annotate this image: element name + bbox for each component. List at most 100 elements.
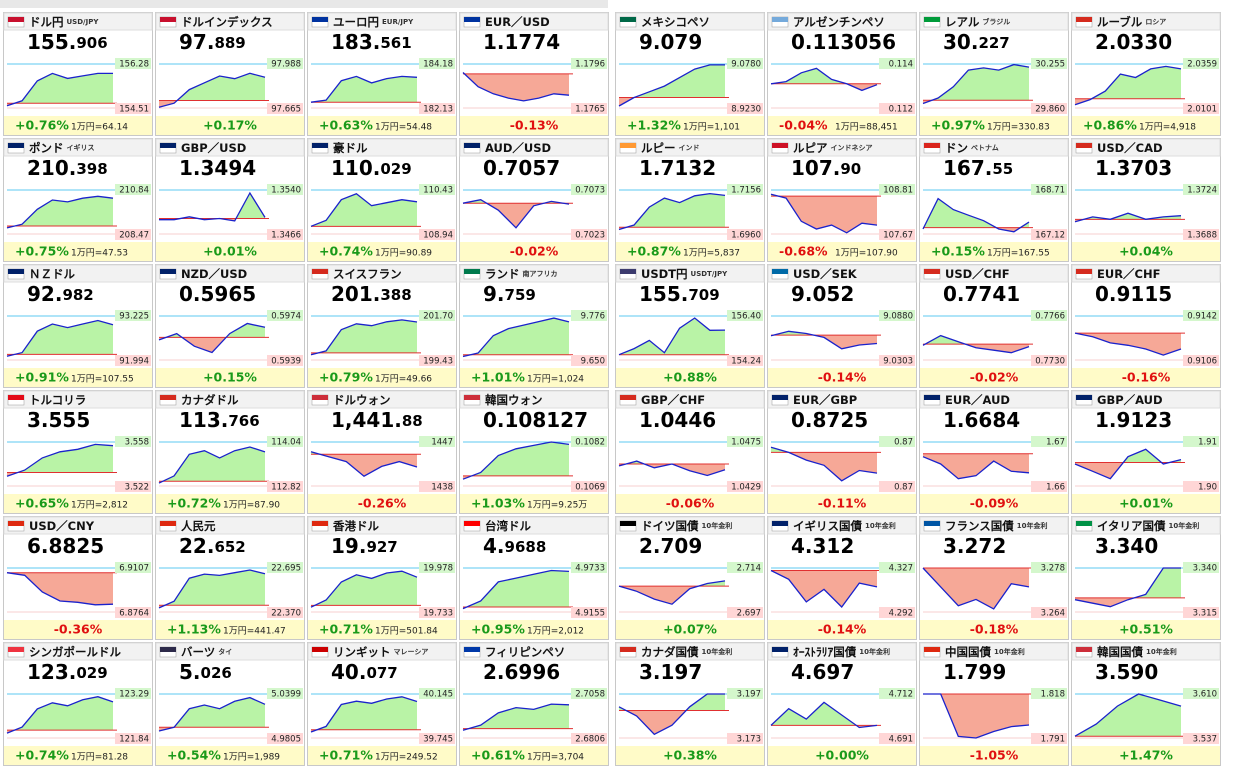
price-main: 1,441. [331, 408, 402, 432]
high-label-bg [1183, 688, 1219, 699]
yen-note: 1万円=1,101 [683, 122, 740, 133]
tile-header [767, 390, 917, 409]
change: +0.95% [471, 622, 525, 637]
footer [460, 368, 608, 387]
quote-name: GBP／AUD [1097, 393, 1163, 407]
low-label: 1.90 [1198, 483, 1217, 493]
footer [308, 620, 456, 639]
footer [156, 494, 304, 513]
change: -0.02% [510, 244, 559, 259]
price: 22.652 [179, 534, 246, 558]
price-main: 4.312 [791, 534, 854, 558]
price: 19.927 [331, 534, 398, 558]
low-label: 22.370 [271, 609, 301, 619]
change: +0.38% [663, 748, 717, 763]
low-label: 0.112 [889, 105, 913, 115]
high-label: 3.278 [1041, 564, 1065, 574]
low-label-bg [571, 229, 607, 240]
flag-color [924, 647, 940, 652]
high-label-bg [1031, 562, 1067, 573]
high-label-bg [115, 436, 151, 447]
low-label: 1438 [431, 483, 453, 493]
high-label: 1.3540 [271, 186, 301, 196]
change: +0.54% [167, 748, 221, 763]
high-label-bg [419, 436, 455, 447]
quote-name-text: ｵｰｽﾄﾗﾘｱ国債 [793, 645, 857, 659]
low-label-bg [1031, 607, 1067, 618]
tile-header [3, 138, 153, 157]
change: +0.86% [1083, 118, 1137, 133]
low-label-bg [571, 733, 607, 744]
price-line [6, 72, 113, 107]
price-main: 3.272 [943, 534, 1006, 558]
flag-color [312, 269, 328, 274]
change: -0.16% [1122, 370, 1171, 385]
quote-name-text: 韓国ウォン [485, 393, 543, 407]
quote-name: AUD／USD [485, 141, 551, 155]
high-label-bg [267, 310, 303, 321]
price-line [462, 441, 570, 480]
high-label: 108.81 [883, 186, 913, 196]
footer [156, 620, 304, 639]
footer [768, 620, 916, 639]
flag-color [772, 647, 788, 652]
high-label-bg [879, 58, 915, 69]
change: +0.17% [203, 118, 257, 133]
low-label: 9.650 [581, 357, 605, 367]
quote-name: 韓国ウォン [485, 393, 543, 407]
price: 113.766 [179, 408, 260, 432]
quote-subname: USDT/JPY [691, 270, 729, 278]
price-line [922, 567, 1030, 610]
low-label-bg [727, 229, 763, 240]
yen-note: 1万円=64.14 [71, 122, 128, 133]
low-label: 1.3688 [1187, 231, 1217, 241]
flag-color [464, 143, 480, 148]
flag-color [160, 269, 176, 274]
gain-area [923, 335, 1029, 345]
price-main: 201. [331, 282, 380, 306]
yen-note: 1万円=2,012 [527, 626, 584, 637]
tile-frame [767, 642, 917, 766]
price-main: 1.6684 [943, 408, 1020, 432]
tile-header [155, 264, 305, 283]
loss-area [619, 97, 725, 106]
high-label: 93.225 [119, 312, 149, 322]
low-label-bg [267, 481, 303, 492]
change: +0.01% [203, 244, 257, 259]
price-line [770, 330, 878, 350]
high-label: 4.712 [889, 690, 913, 700]
low-label-bg [267, 103, 303, 114]
high-label-bg [1031, 310, 1067, 321]
price-small: 759 [505, 286, 536, 304]
change: -0.26% [358, 496, 407, 511]
price: 3.340 [1095, 534, 1158, 558]
tile-header [615, 390, 765, 409]
low-label: 3.537 [1193, 735, 1217, 745]
price-line [922, 334, 1030, 354]
high-label: 0.7073 [575, 186, 605, 196]
price-line [159, 191, 266, 222]
low-label: 3.173 [737, 735, 761, 745]
price-line [770, 569, 878, 608]
price-main: 110. [331, 156, 380, 180]
footer [308, 746, 456, 765]
quote-name: バーツ タイ [181, 645, 232, 659]
yen-note: 1万円=81.28 [71, 752, 128, 763]
high-label: 1.7156 [731, 186, 761, 196]
price-main: 107. [791, 156, 840, 180]
gain-area [1075, 694, 1181, 737]
low-label-bg [419, 355, 455, 366]
change: -0.13% [510, 118, 559, 133]
low-label: 0.87 [894, 483, 913, 493]
price-main: 0.9115 [1095, 282, 1172, 306]
quote-name: ポンド イギリス [29, 141, 95, 155]
flag-color [8, 647, 24, 652]
footer [1072, 620, 1220, 639]
tile-header [155, 390, 305, 409]
footer [156, 242, 304, 261]
